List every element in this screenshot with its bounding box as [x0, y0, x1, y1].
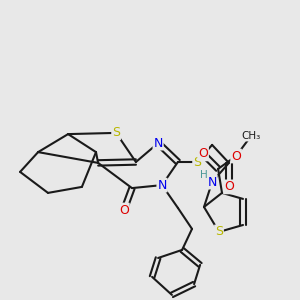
Text: CH₃: CH₃	[242, 131, 261, 141]
Text: N: N	[207, 176, 217, 189]
Text: O: O	[119, 203, 129, 217]
Text: O: O	[224, 180, 234, 194]
Text: O: O	[198, 147, 208, 161]
Text: O: O	[231, 149, 241, 163]
Text: S: S	[215, 225, 223, 239]
Text: S: S	[112, 126, 120, 140]
Text: N: N	[157, 178, 167, 192]
Text: H: H	[200, 170, 208, 181]
Text: N: N	[153, 136, 163, 150]
Text: S: S	[193, 155, 201, 169]
